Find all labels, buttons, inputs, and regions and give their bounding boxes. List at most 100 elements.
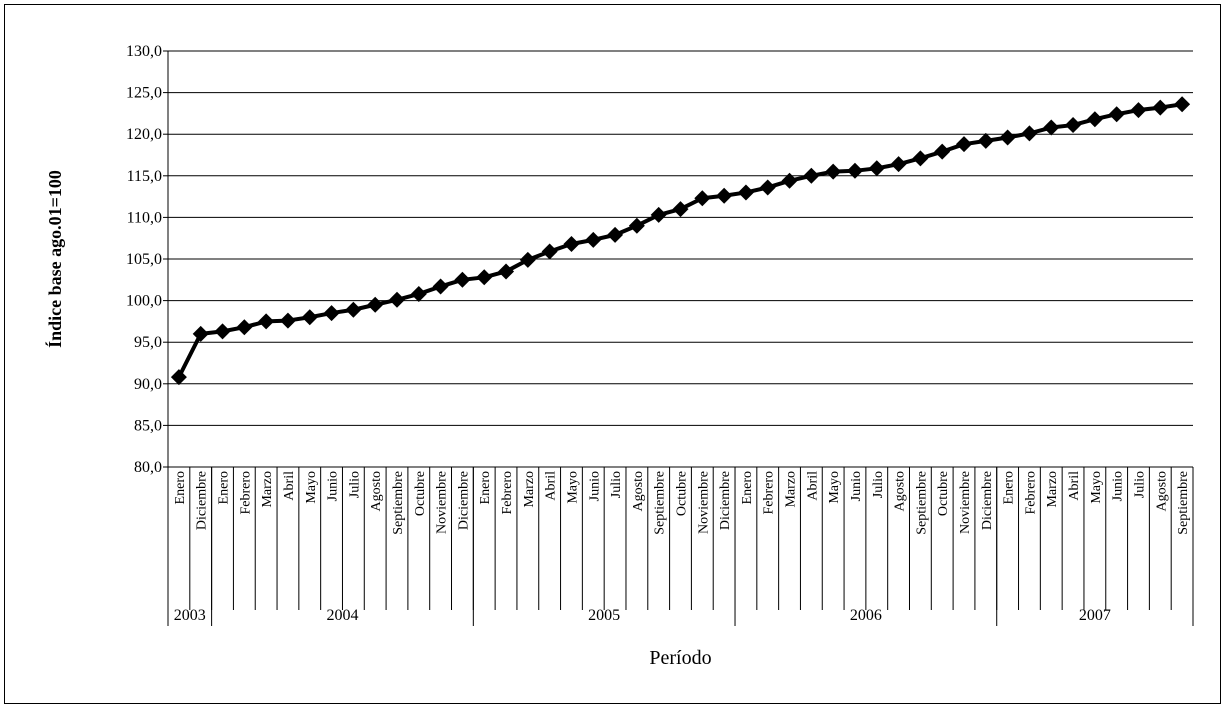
x-tick-label: Agosto — [369, 471, 384, 511]
data-point — [258, 313, 275, 330]
x-tick-label: Agosto — [893, 471, 908, 511]
x-tick-label: Noviembre — [435, 471, 450, 534]
x-tick-label: Diciembre — [980, 471, 995, 530]
y-tick-label: 130,0 — [126, 43, 162, 60]
x-tick-label: Noviembre — [696, 471, 711, 534]
data-series — [170, 96, 1191, 386]
x-tick-label: Marzo — [522, 471, 537, 508]
x-tick-label: Febrero — [762, 471, 777, 515]
data-point — [956, 136, 973, 153]
x-tick-label: Julio — [1132, 471, 1147, 498]
x-tick-label: Abril — [282, 471, 297, 501]
chart-frame: 80,0 85,0 90,0 95,0 100,0 105,0 110,0 115,0 120,… — [4, 4, 1221, 704]
x-tick-label: Diciembre — [195, 471, 210, 530]
data-point — [825, 163, 842, 180]
gridlines — [168, 50, 1193, 468]
x-tick-label: Mayo — [565, 471, 580, 504]
x-tick-label: Septiembre — [914, 471, 929, 535]
x-tick-label: Abril — [544, 471, 559, 501]
data-point — [1065, 117, 1082, 134]
data-point — [1108, 106, 1125, 123]
data-point — [912, 150, 929, 167]
data-point — [737, 184, 754, 201]
x-tick-label: Diciembre — [456, 471, 471, 530]
x-tick-label: Noviembre — [958, 471, 973, 534]
y-tick-labels: 80,0 85,0 90,0 95,0 100,0 105,0 110,0 115,0 120,… — [126, 43, 162, 476]
x-tick-label: Septiembre — [1176, 471, 1191, 535]
x-tick-label: Febrero — [238, 471, 253, 515]
x-tick-label: Enero — [740, 471, 755, 504]
line-chart: 80,0 85,0 90,0 95,0 100,0 105,0 110,0 115,0 120,… — [44, 43, 1194, 669]
data-point — [519, 251, 536, 268]
x-tick-label: Marzo — [784, 471, 799, 508]
x-tick-label: Septiembre — [653, 471, 668, 535]
data-point — [1043, 119, 1060, 136]
data-point — [672, 201, 689, 218]
y-tick-label: 110,0 — [127, 209, 162, 226]
x-tick-label: Abril — [805, 471, 820, 501]
data-point — [890, 156, 907, 173]
data-point — [803, 167, 820, 184]
x-tick-label: Enero — [478, 471, 493, 504]
y-tick-label: 120,0 — [126, 126, 162, 143]
year-label: 2006 — [850, 607, 882, 624]
data-point — [999, 129, 1016, 146]
data-point — [279, 312, 296, 329]
x-tick-label: Marzo — [1045, 471, 1060, 508]
data-point — [301, 309, 318, 326]
data-point — [454, 271, 471, 288]
y-tick-label: 115,0 — [127, 168, 162, 185]
data-point — [498, 263, 515, 280]
x-tick-label: Abril — [1067, 471, 1082, 501]
x-tick-label: Febrero — [1023, 471, 1038, 515]
year-label: 2005 — [588, 607, 620, 624]
data-point — [781, 172, 798, 189]
data-point — [607, 226, 624, 243]
y-tick-label: 80,0 — [134, 459, 162, 476]
data-point — [367, 296, 384, 313]
data-point — [214, 323, 231, 340]
x-tick-label: Mayo — [304, 471, 319, 504]
data-point — [650, 206, 667, 223]
data-point — [628, 217, 645, 234]
x-tick-label: Septiembre — [391, 471, 406, 535]
data-point — [1130, 102, 1147, 119]
x-axis-title: Período — [649, 647, 711, 669]
data-point — [716, 187, 733, 204]
y-tick-label: 90,0 — [134, 376, 162, 393]
x-tick-label: Julio — [347, 471, 362, 498]
y-tick-label: 125,0 — [126, 85, 162, 102]
data-point — [192, 325, 209, 342]
data-point — [476, 269, 493, 286]
year-label: 2004 — [326, 607, 358, 624]
data-point — [563, 236, 580, 253]
y-axis-title: Índice base ago.01=100 — [44, 170, 65, 348]
data-point — [410, 285, 427, 302]
x-tick-label: Agosto — [631, 471, 646, 511]
axes — [163, 50, 1194, 626]
x-tick-label: Octubre — [675, 471, 690, 516]
x-tick-label: Junio — [1111, 471, 1126, 501]
data-point — [694, 190, 711, 207]
data-point — [759, 179, 776, 196]
y-tick-label: 105,0 — [126, 251, 162, 268]
x-tick-labels: Enero Diciembre Enero Febrero Marzo Abril Mayo… — [173, 471, 1191, 535]
x-tick-label: Febrero — [500, 471, 515, 515]
data-point — [1086, 111, 1103, 128]
x-tick-label: Agosto — [1154, 471, 1169, 511]
x-tick-label: Enero — [1002, 471, 1017, 504]
series-line — [177, 102, 1183, 379]
x-tick-label: Julio — [871, 471, 886, 498]
x-tick-label: Diciembre — [718, 471, 733, 530]
year-label: 2003 — [174, 607, 206, 624]
data-point — [1021, 125, 1038, 142]
x-tick-label: Mayo — [827, 471, 842, 504]
data-point — [868, 160, 885, 177]
data-point — [345, 301, 362, 318]
data-point — [934, 143, 951, 160]
data-point — [1152, 99, 1169, 116]
x-tick-label: Marzo — [260, 471, 275, 508]
data-point — [541, 243, 558, 260]
x-tick-label: Octubre — [413, 471, 428, 516]
x-tick-label: Mayo — [1089, 471, 1104, 504]
